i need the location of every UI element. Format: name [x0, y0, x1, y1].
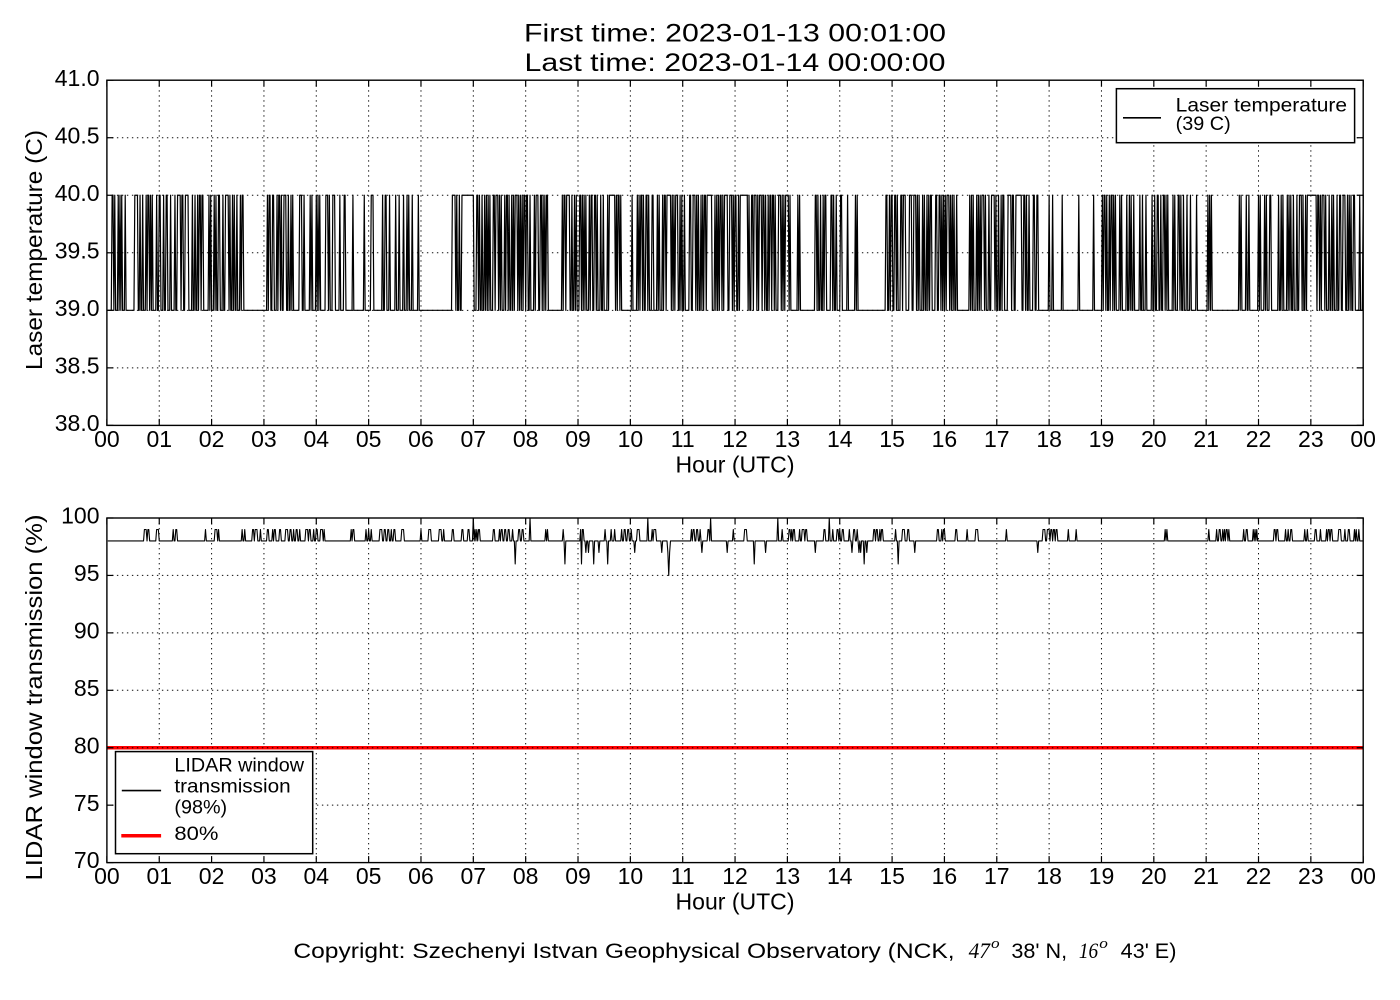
svg-text:23: 23 — [1298, 863, 1324, 889]
svg-text:15: 15 — [879, 863, 905, 889]
svg-text:40.5: 40.5 — [55, 122, 100, 148]
svg-text:o: o — [991, 936, 1000, 952]
svg-text:95: 95 — [74, 560, 100, 586]
svg-text:11: 11 — [671, 863, 695, 889]
svg-text:80%: 80% — [174, 824, 218, 845]
svg-text:03: 03 — [251, 426, 277, 452]
svg-text:Laser temperature: Laser temperature — [1176, 95, 1347, 116]
svg-text:04: 04 — [303, 863, 329, 889]
svg-text:47: 47 — [969, 938, 991, 963]
svg-text:20: 20 — [1141, 863, 1167, 889]
svg-text:21: 21 — [1193, 426, 1219, 452]
svg-text:05: 05 — [356, 426, 382, 452]
svg-text:100: 100 — [61, 503, 99, 529]
svg-text:40.0: 40.0 — [55, 180, 100, 206]
svg-text:06: 06 — [408, 426, 434, 452]
svg-text:01: 01 — [146, 863, 172, 889]
svg-text:21: 21 — [1193, 863, 1219, 889]
svg-text:(98%): (98%) — [174, 798, 227, 819]
svg-text:11: 11 — [671, 426, 695, 452]
svg-text:08: 08 — [513, 426, 539, 452]
svg-text:75: 75 — [74, 790, 100, 816]
svg-text:05: 05 — [356, 863, 382, 889]
svg-text:LIDAR window transmission (%): LIDAR window transmission (%) — [21, 515, 47, 881]
svg-text:09: 09 — [565, 863, 591, 889]
svg-text:Hour (UTC): Hour (UTC) — [676, 889, 795, 915]
svg-text:10: 10 — [618, 863, 644, 889]
svg-text:12: 12 — [722, 426, 748, 452]
svg-text:Copyright: Szechenyi Istvan Ge: Copyright: Szechenyi Istvan Geophysical … — [293, 940, 954, 963]
svg-text:38' N,: 38' N, — [1011, 940, 1067, 963]
svg-text:o: o — [1099, 936, 1108, 952]
svg-text:22: 22 — [1246, 426, 1272, 452]
svg-text:38.5: 38.5 — [55, 352, 100, 378]
svg-text:07: 07 — [461, 863, 487, 889]
svg-text:03: 03 — [251, 863, 277, 889]
svg-text:Hour (UTC): Hour (UTC) — [676, 451, 795, 477]
svg-text:39.5: 39.5 — [55, 237, 100, 263]
svg-text:19: 19 — [1089, 426, 1115, 452]
svg-text:10: 10 — [618, 426, 644, 452]
svg-text:14: 14 — [827, 426, 853, 452]
svg-text:13: 13 — [775, 863, 801, 889]
svg-text:Laser temperature (C): Laser temperature (C) — [21, 130, 47, 370]
svg-text:00: 00 — [94, 426, 120, 452]
svg-text:39.0: 39.0 — [55, 295, 100, 321]
svg-text:07: 07 — [461, 426, 487, 452]
svg-text:12: 12 — [722, 863, 748, 889]
svg-text:00: 00 — [1350, 863, 1376, 889]
svg-text:01: 01 — [146, 426, 172, 452]
svg-text:02: 02 — [199, 426, 225, 452]
svg-text:17: 17 — [984, 426, 1010, 452]
svg-text:22: 22 — [1246, 863, 1272, 889]
svg-text:70: 70 — [74, 847, 100, 873]
svg-text:transmission: transmission — [174, 777, 290, 798]
svg-text:80: 80 — [74, 732, 100, 758]
svg-text:18: 18 — [1036, 863, 1062, 889]
svg-text:Last time: 2023-01-14 00:00:00: Last time: 2023-01-14 00:00:00 — [525, 49, 946, 77]
svg-text:18: 18 — [1036, 426, 1062, 452]
svg-text:19: 19 — [1089, 863, 1115, 889]
svg-text:16: 16 — [1079, 938, 1098, 963]
svg-text:14: 14 — [827, 863, 853, 889]
svg-text:41.0: 41.0 — [55, 65, 100, 91]
svg-text:09: 09 — [565, 426, 591, 452]
svg-text:85: 85 — [74, 675, 100, 701]
svg-text:38.0: 38.0 — [55, 410, 100, 436]
svg-text:LIDAR window: LIDAR window — [174, 756, 304, 777]
svg-text:16: 16 — [932, 863, 958, 889]
svg-text:15: 15 — [879, 426, 905, 452]
svg-text:08: 08 — [513, 863, 539, 889]
svg-text:00: 00 — [1350, 426, 1376, 452]
svg-text:23: 23 — [1298, 426, 1324, 452]
svg-text:02: 02 — [199, 863, 225, 889]
svg-text:20: 20 — [1141, 426, 1167, 452]
svg-text:13: 13 — [775, 426, 801, 452]
svg-text:16: 16 — [932, 426, 958, 452]
svg-text:00: 00 — [94, 863, 120, 889]
svg-text:06: 06 — [408, 863, 434, 889]
svg-text:43' E): 43' E) — [1121, 940, 1177, 963]
svg-text:17: 17 — [984, 863, 1010, 889]
svg-text:(39 C): (39 C) — [1176, 114, 1231, 135]
svg-text:First time: 2023-01-13 00:01:0: First time: 2023-01-13 00:01:00 — [524, 20, 946, 48]
svg-text:90: 90 — [74, 617, 100, 643]
svg-text:04: 04 — [303, 426, 329, 452]
